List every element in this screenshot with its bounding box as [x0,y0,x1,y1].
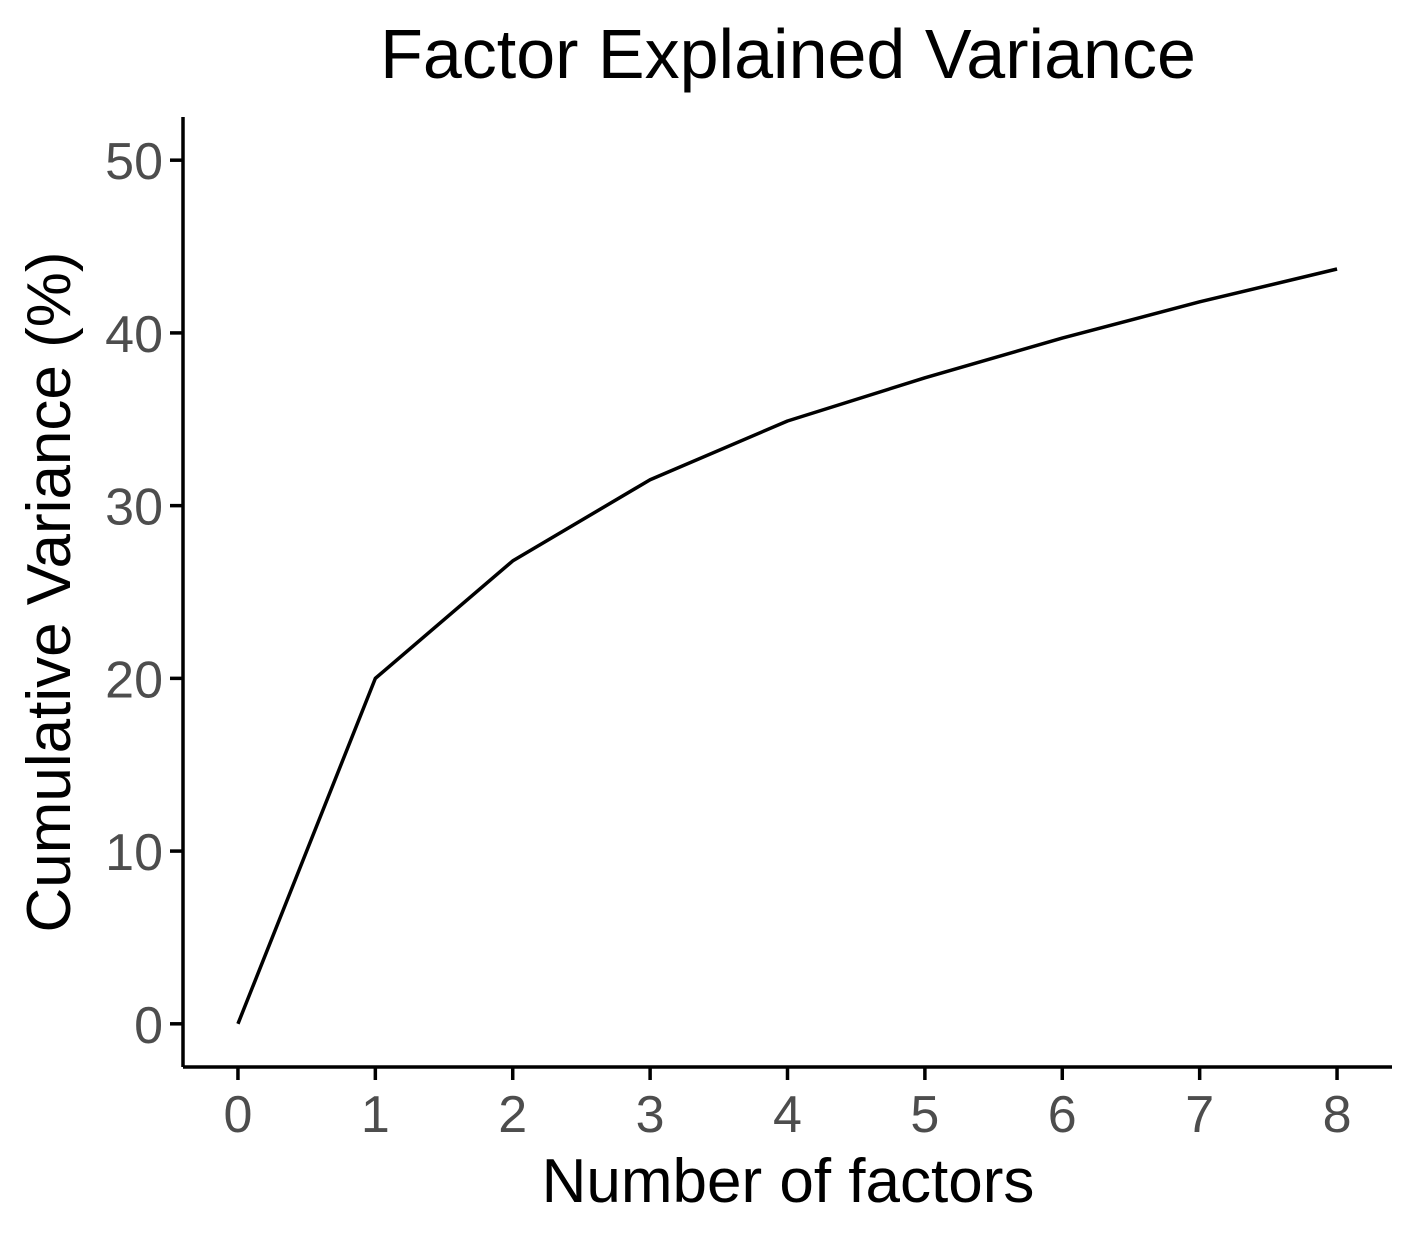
x-tick-label: 4 [773,1086,802,1144]
series-group [236,267,1338,1025]
series-line-0 [236,267,1338,1025]
y-tick-label: 0 [134,997,163,1055]
y-axis-title: Cumulative Variance (%) [15,251,84,932]
x-tick-label: 3 [636,1086,665,1144]
y-axis-ticks: 0 10 20 30 40 50 [105,133,183,1055]
y-tick-label: 20 [105,651,163,709]
x-tick-label: 7 [1185,1086,1214,1144]
chart-title: Factor Explained Variance [380,15,1196,93]
x-axis-title: Number of factors [542,1147,1035,1216]
y-tick-label: 30 [105,479,163,537]
x-tick-label: 2 [498,1086,527,1144]
y-tick-label: 10 [105,824,163,882]
y-tick-label: 50 [105,133,163,191]
x-tick-label: 6 [1048,1086,1077,1144]
x-axis-ticks: 0 1 2 3 4 5 6 7 8 [223,1067,1352,1144]
x-tick-label: 8 [1323,1086,1352,1144]
x-tick-label: 0 [223,1086,252,1144]
y-tick-label: 40 [105,306,163,364]
x-tick-label: 5 [910,1086,939,1144]
x-tick-label: 1 [361,1086,390,1144]
